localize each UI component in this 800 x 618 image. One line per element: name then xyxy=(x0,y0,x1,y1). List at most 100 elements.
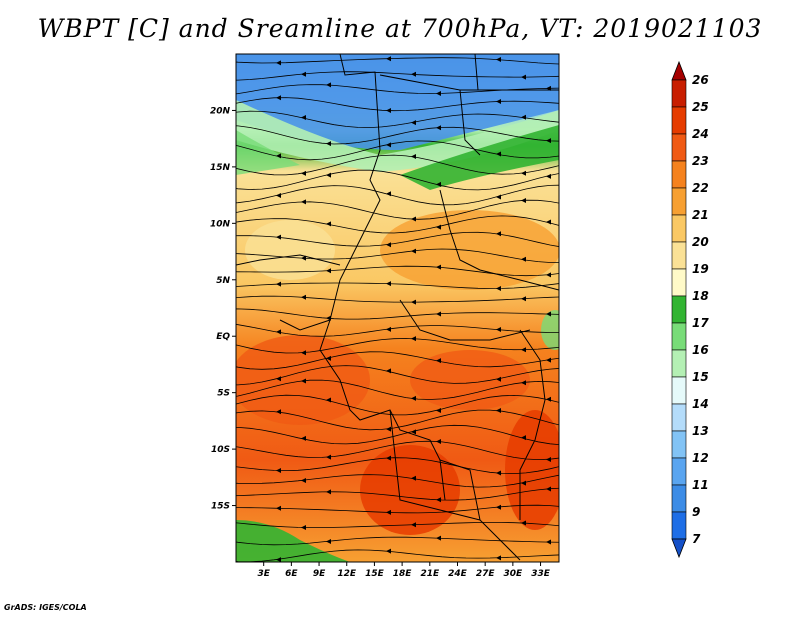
streamline xyxy=(236,184,559,206)
colorbar-label: 11 xyxy=(692,478,709,492)
streamline-arrow xyxy=(301,477,306,483)
streamline-arrow xyxy=(436,407,441,413)
streamline xyxy=(236,125,559,145)
colorbar-label: 25 xyxy=(692,100,709,114)
streamline-arrow xyxy=(411,120,416,126)
colorbar-label: 20 xyxy=(692,235,709,249)
streamline-arrow xyxy=(411,522,416,528)
streamline xyxy=(236,522,559,528)
streamline-arrow xyxy=(386,281,391,287)
streamline-arrow xyxy=(411,216,416,222)
colorbar-swatch xyxy=(671,268,687,297)
streamline-arrow xyxy=(301,294,306,300)
streamline xyxy=(236,457,559,475)
streamline-arrow xyxy=(276,376,281,382)
colorbar-swatch xyxy=(671,457,687,486)
lon-tick-label: 33E xyxy=(531,569,551,579)
streamline-arrow xyxy=(326,538,331,544)
colorbar-swatch xyxy=(671,214,687,243)
streamline-arrow xyxy=(496,286,501,292)
streamline-arrow xyxy=(301,435,306,441)
streamline-arrow xyxy=(301,199,306,205)
streamline xyxy=(236,199,559,220)
streamline-arrow xyxy=(411,475,416,481)
streamline-arrow xyxy=(411,248,416,254)
streamline-arrow xyxy=(301,170,306,176)
streamline-arrow xyxy=(546,539,551,545)
longitude-axis: 3E 6E 9E 12E 15E 18E 21E 24E 27E 30E 33E xyxy=(257,562,551,579)
streamline-arrow xyxy=(521,74,526,80)
latitude-axis: 20N 15N 10N 5N EQ 5S 10S 15S xyxy=(210,106,236,512)
streamline-arrow xyxy=(436,497,441,503)
streamline-arrow xyxy=(521,170,526,176)
lon-tick-label: 24E xyxy=(448,569,468,579)
streamline-arrow xyxy=(386,242,391,248)
streamline-arrow xyxy=(411,71,416,77)
streamline-arrow xyxy=(276,234,281,240)
lon-tick-label: 30E xyxy=(504,569,524,579)
streamline-arrow xyxy=(436,438,441,444)
lat-tick-label: EQ xyxy=(216,332,230,342)
footer-credit: GrADS: IGES/COLA xyxy=(4,603,87,612)
streamline xyxy=(236,394,559,416)
streamline xyxy=(236,154,559,176)
lat-tick-label: 20N xyxy=(210,106,231,116)
colorbar-label: 7 xyxy=(692,532,701,546)
streamline-arrow xyxy=(436,90,441,96)
streamline-arrow xyxy=(436,358,441,364)
colorbar-swatch xyxy=(671,160,687,189)
colorbar-label: 26 xyxy=(692,73,709,87)
streamline xyxy=(236,140,559,161)
streamline-arrow xyxy=(521,197,526,203)
colorbar-swatch xyxy=(671,484,687,513)
streamline xyxy=(236,504,559,514)
streamline-arrow xyxy=(301,115,306,121)
streamline-arrow xyxy=(276,329,281,335)
streamline-arrow xyxy=(276,281,281,287)
streamline xyxy=(236,282,559,289)
streamline-arrow xyxy=(496,555,501,561)
streamline-arrow xyxy=(546,456,551,462)
streamline-arrow xyxy=(546,219,551,225)
streamline-arrow xyxy=(301,71,306,77)
lat-tick-label: 10S xyxy=(211,445,230,455)
lon-tick-label: 12E xyxy=(337,569,357,579)
lon-tick-label: 27E xyxy=(476,569,496,579)
lat-tick-label: 15N xyxy=(210,163,231,173)
streamline-arrow xyxy=(276,193,281,199)
colorbar-swatch xyxy=(671,133,687,162)
streamline-arrow xyxy=(411,395,416,401)
colorbar-swatch xyxy=(671,295,687,324)
colorbar-min-arrow xyxy=(671,538,687,559)
streamline-arrow xyxy=(326,397,331,403)
streamline xyxy=(236,215,559,234)
streamline-arrow xyxy=(521,380,526,386)
streamline-arrow xyxy=(546,486,551,492)
streamline-arrow xyxy=(496,327,501,333)
streamline-arrow xyxy=(496,504,501,510)
streamline-arrow xyxy=(386,108,391,114)
streamline-arrow xyxy=(521,347,526,353)
streamline-arrow xyxy=(436,535,441,541)
streamline xyxy=(236,169,559,191)
streamline-arrow xyxy=(301,350,306,356)
streamline-arrow xyxy=(546,357,551,363)
streamline xyxy=(236,549,559,562)
streamline-arrow xyxy=(521,435,526,441)
streamline-arrow xyxy=(276,557,281,562)
streamline-arrow xyxy=(496,151,501,157)
streamline-arrow xyxy=(496,57,501,63)
colorbar-swatch xyxy=(671,403,687,432)
lon-tick-label: 6E xyxy=(285,569,298,579)
colorbar-label: 15 xyxy=(692,370,709,384)
streamline-arrow xyxy=(301,255,306,261)
streamline-arrow xyxy=(411,429,416,435)
colorbar-swatch xyxy=(671,322,687,351)
lon-tick-label: 18E xyxy=(393,569,413,579)
streamline-arrow xyxy=(496,408,501,414)
streamline xyxy=(236,474,559,488)
streamline-arrow xyxy=(546,173,551,179)
streamline-arrow xyxy=(276,153,281,159)
streamline-arrow xyxy=(326,355,331,361)
